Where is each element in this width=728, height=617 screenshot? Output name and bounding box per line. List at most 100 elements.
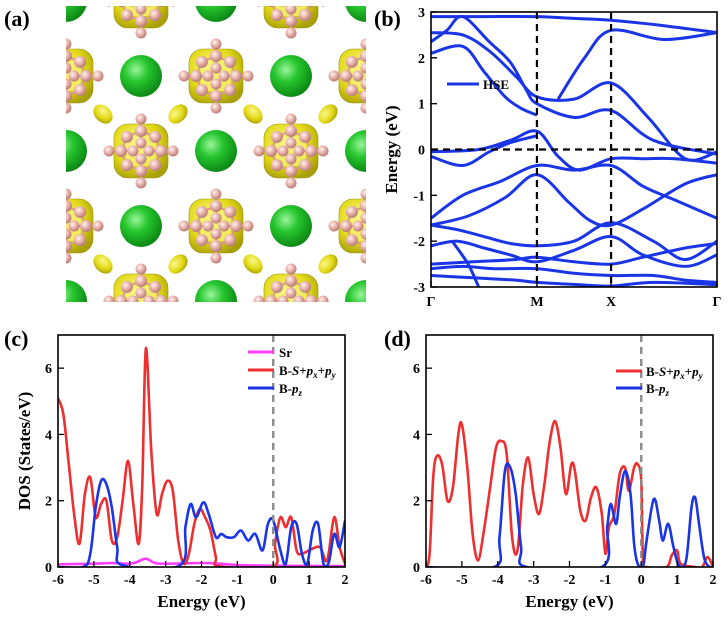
boron-atom	[74, 234, 87, 247]
boron-atom	[360, 200, 366, 212]
charge-density-core	[0, 286, 6, 316]
b-b-bond	[380, 212, 386, 226]
boron-atom	[374, 206, 386, 218]
boron-atom	[135, 27, 147, 39]
b-b-bond	[202, 390, 216, 396]
boron-atom	[80, 220, 92, 232]
legend-pz-text: B-pz	[279, 381, 303, 398]
boron-atom	[135, 113, 147, 125]
band-line	[431, 274, 717, 287]
dos-x-tick-label: -2	[196, 573, 208, 588]
boron-atom	[345, 55, 358, 68]
charge-bridge	[168, 254, 188, 274]
boron-atom	[80, 70, 92, 82]
sr-atom	[195, 130, 237, 172]
dos-x-tick-label: 2	[342, 573, 349, 588]
boron-atom	[210, 252, 222, 264]
boron-atom	[253, 145, 265, 157]
boron-atom	[307, 6, 315, 7]
sr-atom	[345, 280, 366, 302]
boron-atom	[178, 220, 190, 232]
boron-atom	[135, 287, 147, 299]
charge-density-core	[201, 211, 231, 241]
boron-atom	[374, 356, 386, 368]
legend-sr: Sr	[279, 345, 292, 360]
boron-atom	[135, 465, 147, 477]
boron-atom	[449, 309, 461, 321]
boron-atom	[285, 465, 297, 477]
charge-density-core	[276, 436, 306, 466]
b-b-bond	[66, 56, 67, 58]
crystal-lattice	[0, 6, 492, 478]
boron-atom	[224, 55, 237, 68]
charge-density-core	[0, 436, 6, 466]
b-b-bond	[365, 56, 366, 58]
charge-density-core	[0, 136, 6, 166]
boron-atom	[210, 350, 222, 362]
b-b-bond	[352, 356, 366, 362]
boron-atom	[120, 159, 133, 172]
charge-density-blob	[0, 124, 18, 178]
boron-atom	[436, 178, 447, 189]
boron-atom	[168, 446, 179, 457]
boron-atom	[211, 379, 222, 390]
b-b-bond	[441, 431, 455, 437]
b-b-bond	[66, 356, 80, 362]
boron-atom	[92, 220, 104, 232]
boron-atom	[285, 287, 297, 299]
boron-atom	[53, 71, 64, 82]
band-y-tick-label: 2	[418, 52, 425, 67]
boron-atom	[380, 70, 392, 82]
boron-atom	[285, 137, 297, 149]
b-b-bond	[455, 287, 461, 301]
boron-atom	[190, 370, 202, 382]
b-b-bond	[159, 300, 162, 302]
boron-atom	[135, 315, 147, 327]
boron-atom	[143, 295, 155, 302]
b-b-bond	[202, 356, 216, 362]
boron-atom	[149, 280, 162, 293]
boron-atom	[195, 234, 208, 247]
band-line	[450, 240, 481, 287]
boron-atom	[170, 6, 176, 7]
sr-atom	[0, 355, 12, 397]
dos-series-line	[58, 346, 345, 567]
charge-density-blob	[114, 424, 168, 478]
charge-density-core	[351, 361, 381, 391]
boron-atom	[196, 384, 208, 396]
sr-atom	[195, 6, 237, 22]
boron-atom	[195, 84, 208, 97]
charge-bridge	[390, 251, 417, 278]
sr-atom	[345, 130, 366, 172]
boron-atom	[242, 70, 254, 82]
boron-atom	[320, 6, 326, 7]
boron-atom	[135, 153, 147, 165]
band-y-axis-label: Energy (eV)	[382, 105, 401, 193]
boron-atom	[210, 38, 222, 50]
boron-atom	[18, 296, 29, 307]
boron-atom	[136, 454, 147, 465]
panel-c-label: (c)	[4, 326, 28, 351]
boron-atom	[369, 371, 380, 382]
b-b-bond	[127, 315, 141, 321]
b-b-bond	[455, 151, 461, 165]
boron-atom	[277, 295, 289, 302]
panel-a-structure: (a)	[0, 6, 492, 478]
boron-atom	[128, 446, 139, 457]
boron-atom	[444, 296, 455, 307]
band-line	[431, 134, 538, 168]
boron-atom	[286, 328, 297, 339]
boron-atom	[149, 309, 161, 321]
boron-atom	[242, 220, 254, 232]
b-b-bond	[441, 131, 455, 137]
boron-atom	[299, 9, 312, 22]
boron-atom	[120, 280, 133, 293]
boron-atom	[380, 220, 392, 232]
boron-atom	[92, 70, 104, 82]
charge-bridge	[465, 101, 492, 128]
boron-atom	[436, 138, 447, 149]
b-b-bond	[5, 437, 11, 451]
boron-atom	[285, 125, 297, 137]
dos-x-tick-label: -6	[420, 573, 432, 588]
